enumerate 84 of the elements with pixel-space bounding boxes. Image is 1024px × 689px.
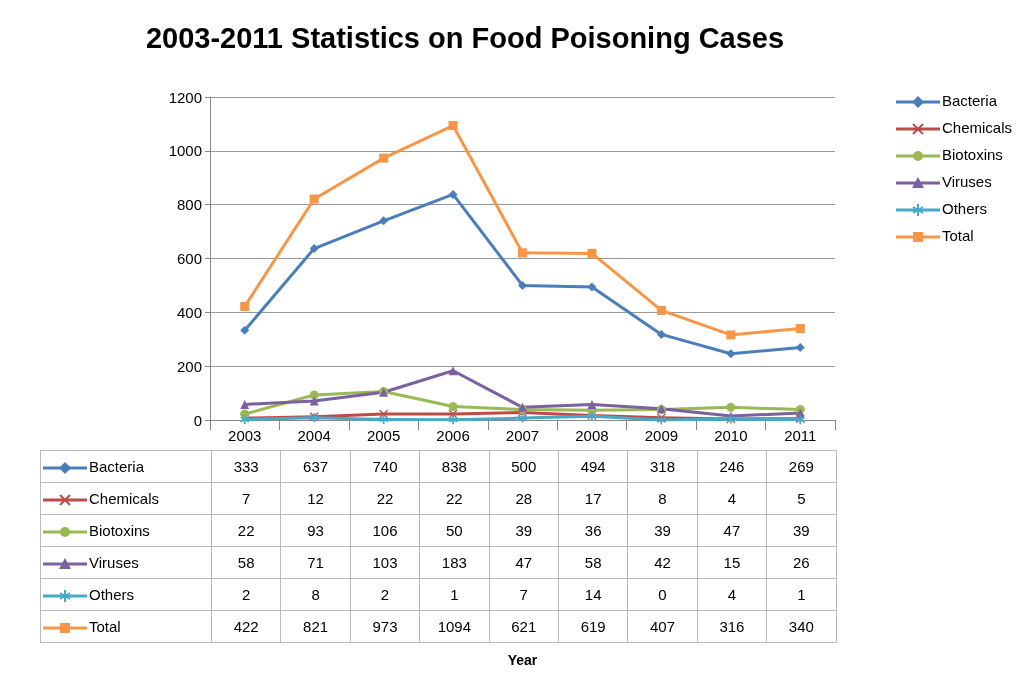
data-label: 14	[558, 578, 628, 611]
data-label: 71	[280, 546, 351, 579]
data-label: 1	[766, 578, 837, 611]
data-label: 619	[558, 610, 628, 643]
data-label: 8	[280, 578, 351, 611]
x-tick-label: 2005	[366, 427, 401, 444]
data-label: 58	[558, 546, 628, 579]
data-label: 39	[627, 514, 698, 547]
data-label: 47	[697, 514, 767, 547]
data-label: 50	[419, 514, 490, 547]
data-label: 12	[280, 482, 351, 515]
data-label: 17	[558, 482, 628, 515]
data-label: 494	[558, 450, 628, 483]
data-label: 39	[489, 514, 559, 547]
x-tick-label: 2010	[714, 427, 748, 444]
x-tick-label: 2007	[505, 427, 540, 444]
text: Bacteria	[941, 92, 997, 109]
data-label: 42	[627, 546, 698, 579]
data-label: 0	[627, 578, 698, 611]
y-tick-label: 1000	[168, 142, 202, 160]
data-label: 637	[280, 450, 351, 483]
data-label: 318	[627, 450, 698, 483]
text: Others	[941, 200, 987, 217]
x-tick-label: 2006	[436, 427, 470, 444]
legend-label: Total	[941, 227, 974, 244]
data-label: 821	[280, 610, 351, 643]
text: Biotoxins	[941, 146, 1003, 163]
data-label: 15	[697, 546, 767, 579]
data-label: 740	[350, 450, 420, 483]
data-label: 106	[350, 514, 420, 547]
data-label: 93	[280, 514, 351, 547]
data-label: 407	[627, 610, 698, 643]
data-label: 340	[766, 610, 837, 643]
x-tick-label: 2004	[297, 427, 331, 444]
y-tick-label: 1200	[168, 88, 202, 106]
data-label: 58	[211, 546, 281, 579]
data-label: 4	[697, 482, 767, 515]
data-label: 26	[766, 546, 837, 579]
data-label: 5	[766, 482, 837, 515]
data-label: 316	[697, 610, 767, 643]
data-label: 2	[350, 578, 420, 611]
y-tick-label: 400	[176, 303, 202, 321]
data-label: 246	[697, 450, 767, 483]
legend-label: Others	[89, 585, 135, 603]
data-label: 39	[766, 514, 837, 547]
y-tick-label: 800	[176, 196, 202, 214]
data-label: 422	[211, 610, 281, 643]
data-label: 28	[489, 482, 559, 515]
text: Year	[506, 652, 539, 668]
data-label: 500	[489, 450, 559, 483]
legend-label: Viruses	[89, 553, 139, 571]
data-label: 22	[350, 482, 420, 515]
data-label: 333	[211, 450, 281, 483]
data-label: 8	[627, 482, 698, 515]
data-label: 36	[558, 514, 628, 547]
data-label: 1094	[419, 610, 490, 643]
data-label: 47	[489, 546, 559, 579]
legend-label: Bacteria	[89, 457, 145, 475]
y-tick-label: 200	[176, 357, 202, 375]
data-label: 1	[419, 578, 490, 611]
x-tick-label: 2009	[644, 427, 679, 444]
y-tick-label: 600	[176, 250, 202, 267]
data-label: 973	[350, 610, 420, 643]
data-label: 838	[419, 450, 490, 483]
data-label: 621	[489, 610, 559, 643]
legend-label: Biotoxins	[89, 521, 150, 539]
legend-label: Chemicals	[89, 489, 160, 507]
y-tick-label: 0	[193, 411, 202, 429]
data-label: 183	[419, 546, 490, 579]
text: Viruses	[941, 173, 992, 190]
data-label: 2	[211, 578, 281, 611]
data-label: 22	[419, 482, 490, 515]
text: Total	[89, 617, 121, 635]
chart-title: 2003-2011 Statistics on Food Poisoning Cases	[145, 21, 785, 54]
data-label: 22	[211, 514, 281, 547]
data-label: 103	[350, 546, 420, 579]
x-tick-label: 2008	[575, 427, 609, 444]
x-tick-label: 2011	[784, 427, 817, 444]
x-tick-label: 2003	[228, 427, 262, 444]
text: Chemicals	[941, 119, 1012, 136]
data-label: 4	[697, 578, 767, 611]
data-label: 269	[766, 450, 837, 483]
data-label: 7	[489, 578, 559, 611]
data-label: 7	[211, 482, 281, 515]
